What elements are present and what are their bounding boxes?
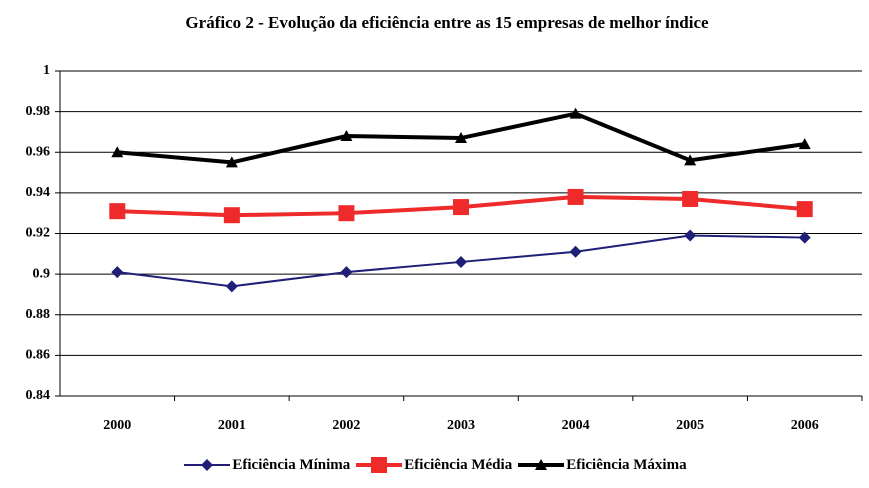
marker-square: [338, 205, 355, 222]
x-tick-label: 2000: [103, 418, 131, 433]
legend-label: Eficiência Máxima: [566, 456, 687, 473]
marker-diamond: [455, 255, 467, 268]
y-tick-label: 0.92: [26, 226, 51, 241]
marker-diamond: [111, 266, 124, 279]
legend-icon: [184, 459, 231, 471]
chart-title: Gráfico 2 - Evolução da eficiência entre…: [185, 13, 709, 32]
legend-item: Eficiência Média: [354, 455, 512, 475]
y-tick-label: 0.96: [26, 144, 51, 159]
x-tick-label: 2003: [447, 418, 475, 433]
marker-diamond: [225, 280, 238, 293]
marker-diamond: [201, 459, 214, 471]
marker-square: [109, 203, 126, 220]
y-tick-label: 1: [43, 63, 50, 78]
legend-item: Eficiência Mínima: [182, 455, 350, 475]
y-tick-label: 0.88: [26, 307, 51, 322]
marker-triangle: [111, 146, 124, 158]
marker-square: [371, 457, 388, 473]
y-tick-label: 0.9: [33, 266, 51, 281]
marker-triangle: [225, 156, 238, 168]
marker-triangle: [684, 154, 697, 166]
y-tick-label: 0.98: [26, 104, 51, 119]
marker-triangle: [798, 138, 811, 150]
chart: 0.84 0.86 0.88 0.9 0.92 0.94 0.96 0.98 1 2000 2001…: [26, 63, 863, 433]
x-tick-label: 2002: [332, 418, 360, 433]
x-tick-label: 2001: [218, 418, 246, 433]
y-tick-label: 0.86: [26, 348, 51, 363]
legend-icon: [356, 457, 403, 473]
x-tick-label: 2005: [676, 418, 704, 433]
marker-square: [223, 207, 240, 224]
legend: Eficiência Mínima Eficiência Média Eficiên…: [0, 455, 869, 475]
marker-diamond: [340, 266, 353, 279]
marker-diamond: [569, 245, 582, 258]
marker-square: [682, 190, 699, 207]
marker-diamond: [684, 229, 697, 242]
marker-square: [453, 199, 469, 216]
legend-item: Eficiência Máxima: [516, 455, 687, 475]
marker-triangle: [340, 130, 353, 141]
y-tick-label: 0.94: [26, 185, 51, 200]
marker-triangle: [455, 132, 467, 144]
x-tick-label: 2004: [562, 418, 590, 433]
marker-triangle: [535, 459, 548, 470]
marker-triangle: [569, 107, 582, 119]
legend-label: Eficiência Mínima: [232, 456, 351, 473]
x-tick-label: 2006: [791, 418, 819, 433]
marker-square: [567, 188, 584, 205]
y-tick-label: 0.84: [26, 388, 51, 403]
legend-label: Eficiência Média: [404, 456, 513, 473]
legend-icon: [518, 459, 565, 470]
marker-square: [796, 201, 813, 218]
marker-diamond: [798, 231, 811, 244]
